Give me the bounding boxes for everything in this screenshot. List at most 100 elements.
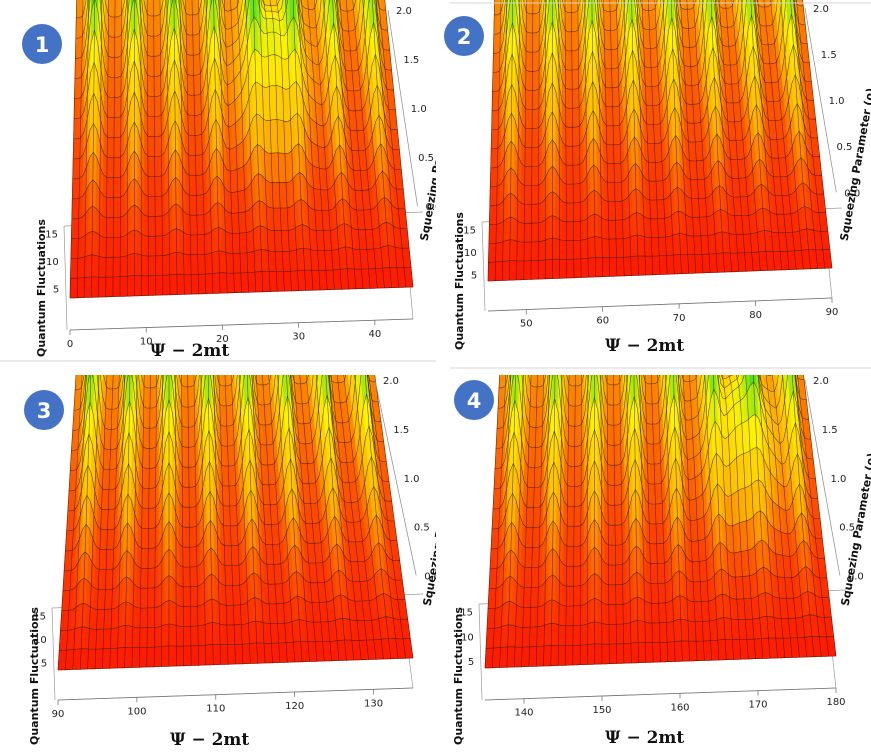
surface-cell bbox=[123, 275, 128, 297]
surface-cell bbox=[348, 375, 352, 389]
z-tick-label: 5 bbox=[53, 285, 59, 296]
surface-cell bbox=[154, 304, 157, 327]
surface-cell bbox=[193, 305, 196, 345]
surface-cell bbox=[569, 240, 575, 260]
surface-cell bbox=[565, 202, 571, 223]
surface-cell bbox=[144, 275, 149, 296]
surface-cell bbox=[354, 375, 357, 383]
surface-cell bbox=[562, 161, 567, 185]
surface-plot bbox=[51, 281, 424, 705]
surface-cell bbox=[510, 167, 515, 196]
surface-cell bbox=[506, 167, 512, 197]
surface-cell bbox=[150, 76, 155, 97]
surface-cell bbox=[141, 275, 146, 297]
surface-cell bbox=[327, 375, 329, 378]
surface-cell bbox=[112, 256, 118, 278]
grid-line bbox=[750, 0, 768, 271]
surface-cell bbox=[102, 195, 108, 219]
panel-number-badge: 2 bbox=[444, 16, 484, 56]
surface-cell bbox=[158, 275, 164, 296]
surface-cell bbox=[524, 185, 529, 205]
surface-cell bbox=[154, 156, 159, 177]
surface-cell bbox=[364, 340, 370, 362]
surface-cell bbox=[220, 306, 224, 326]
surface-cell bbox=[527, 166, 533, 186]
tick-labels: 0 10 20 30 40 0.0 0.5 1.0 1.5 2.0 5 10 1… bbox=[45, 6, 436, 350]
grid-line bbox=[218, 0, 228, 294]
surface-cell bbox=[130, 229, 135, 255]
y-tick-label: 0.5 bbox=[418, 153, 434, 164]
surface-cell bbox=[564, 49, 570, 71]
surface-cell bbox=[577, 258, 582, 278]
surface-cell bbox=[552, 237, 557, 260]
surface-cell bbox=[559, 218, 564, 241]
surface-cell bbox=[107, 14, 113, 38]
surface-cell bbox=[108, 326, 112, 349]
surface-cell bbox=[566, 258, 571, 279]
surface-cell bbox=[534, 146, 540, 167]
surface-cell bbox=[502, 239, 507, 262]
surface-cell bbox=[548, 237, 553, 260]
surface-cell bbox=[117, 116, 122, 138]
surface-cell bbox=[575, 164, 581, 185]
surface-cell bbox=[189, 566, 195, 588]
surface-cell bbox=[157, 155, 163, 177]
surface-cell bbox=[249, 375, 251, 380]
surface-cell bbox=[503, 0, 506, 21]
surface-cell bbox=[528, 32, 534, 53]
surface-cell bbox=[290, 375, 292, 385]
surface-cell bbox=[359, 299, 365, 322]
surface-cell bbox=[94, 276, 100, 298]
surface-cell bbox=[574, 48, 579, 71]
surface-cell bbox=[255, 305, 259, 325]
surface-cell bbox=[134, 229, 139, 255]
surface-cell bbox=[568, 69, 573, 90]
surface-cell bbox=[147, 236, 153, 257]
surface-cell bbox=[505, 239, 511, 262]
surface-cell bbox=[280, 295, 285, 348]
surface-cell bbox=[548, 191, 553, 218]
surface-cell bbox=[541, 239, 546, 261]
panel-number: 2 bbox=[457, 25, 472, 49]
surface-cell bbox=[172, 251, 178, 275]
surface-cell bbox=[321, 294, 326, 346]
grid-line bbox=[375, 0, 399, 288]
surface-cell bbox=[80, 277, 85, 299]
surface-cell bbox=[149, 375, 154, 389]
surface-cell bbox=[161, 234, 167, 256]
surface-cell bbox=[114, 36, 119, 58]
grid-line bbox=[741, 0, 761, 271]
surface-cell bbox=[495, 223, 501, 244]
surface-cell bbox=[528, 128, 533, 149]
surface-cell bbox=[335, 320, 340, 343]
surface-cell bbox=[532, 0, 537, 15]
surface-cell bbox=[538, 202, 543, 224]
grid-line bbox=[245, 0, 257, 293]
surface-cell bbox=[525, 69, 530, 91]
grid-line bbox=[384, 0, 414, 288]
surface-cell bbox=[535, 49, 540, 72]
surface-cell bbox=[247, 284, 251, 359]
surface-cell bbox=[79, 347, 83, 370]
surface-cell bbox=[117, 95, 122, 118]
grid-line bbox=[780, 0, 804, 270]
surface-cell bbox=[151, 255, 156, 277]
surface-cell bbox=[100, 310, 104, 374]
surface-cell bbox=[367, 375, 369, 382]
surface-cell bbox=[150, 0, 154, 17]
surface-cell bbox=[156, 33, 161, 57]
surface-cell bbox=[573, 221, 578, 241]
surface-cell bbox=[323, 300, 328, 323]
surface-cell bbox=[151, 507, 156, 529]
surface-cell bbox=[106, 157, 111, 179]
box-edge bbox=[63, 225, 68, 331]
surface-cell bbox=[351, 281, 357, 356]
surface-cell bbox=[516, 240, 522, 262]
surface-cell bbox=[531, 70, 537, 91]
y-axis-line bbox=[804, 7, 837, 193]
surface-cell bbox=[572, 145, 577, 166]
surface-cell bbox=[572, 126, 577, 147]
surface-cell bbox=[528, 90, 533, 110]
surface-cell bbox=[156, 54, 162, 77]
surface-cell bbox=[146, 34, 151, 57]
